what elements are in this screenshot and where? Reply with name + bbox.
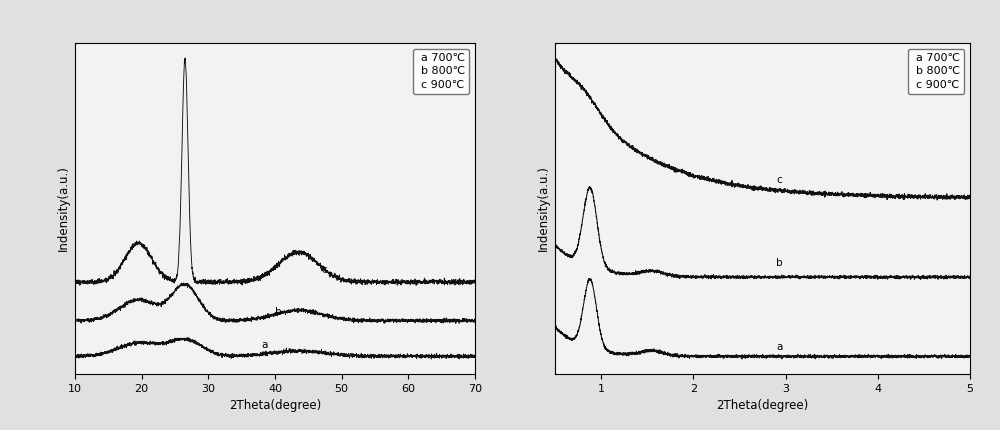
Y-axis label: Indensity(a.u.): Indensity(a.u.) bbox=[56, 166, 69, 252]
Text: a: a bbox=[776, 342, 783, 352]
X-axis label: 2Theta(degree): 2Theta(degree) bbox=[716, 399, 809, 412]
Y-axis label: Indensity(a.u.): Indensity(a.u.) bbox=[536, 166, 549, 252]
Text: b: b bbox=[275, 307, 282, 316]
Text: c: c bbox=[322, 265, 327, 275]
Text: c: c bbox=[776, 175, 782, 185]
Text: b: b bbox=[776, 258, 783, 268]
Legend: a 700℃, b 800℃, c 900℃: a 700℃, b 800℃, c 900℃ bbox=[908, 49, 964, 94]
Text: a: a bbox=[262, 340, 268, 350]
Legend: a 700℃, b 800℃, c 900℃: a 700℃, b 800℃, c 900℃ bbox=[413, 49, 469, 94]
X-axis label: 2Theta(degree): 2Theta(degree) bbox=[229, 399, 321, 412]
